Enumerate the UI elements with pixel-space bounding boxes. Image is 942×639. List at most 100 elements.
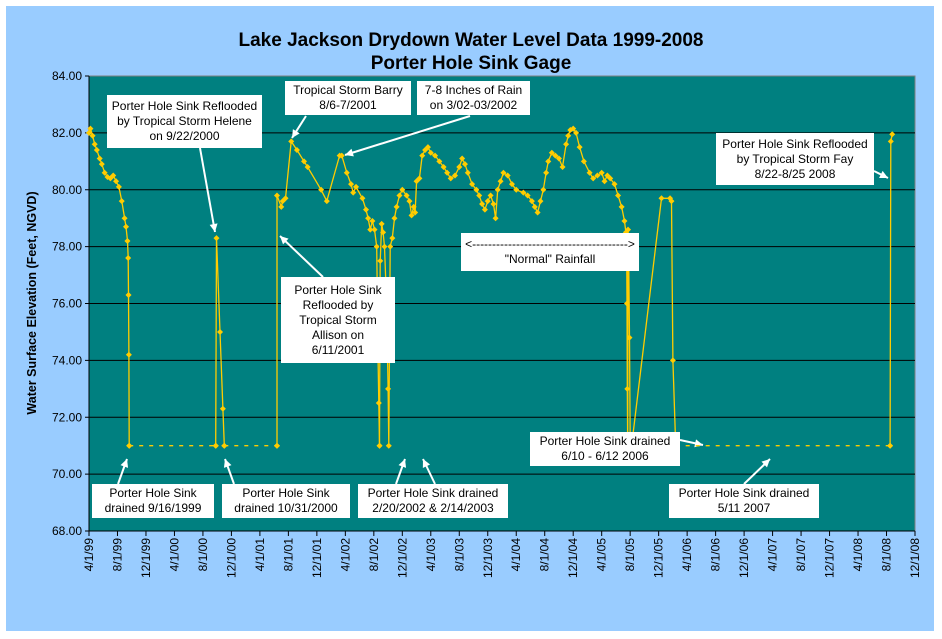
data-point <box>497 178 504 185</box>
data-point <box>487 192 494 199</box>
data-point <box>389 235 396 242</box>
data-point <box>464 169 471 176</box>
annotation-allison: Porter Hole Sink Reflooded by Tropical S… <box>281 277 395 363</box>
x-tick-label: 12/1/07 <box>823 538 837 578</box>
gridlines <box>89 132 915 475</box>
arrow-head <box>280 236 289 245</box>
arrow-head <box>223 459 232 468</box>
data-point <box>586 169 593 176</box>
data-point <box>623 300 630 307</box>
x-tick-label: 4/1/04 <box>509 538 523 572</box>
data-point <box>461 161 468 168</box>
data-point <box>408 212 415 219</box>
data-point <box>93 146 100 153</box>
data-point <box>403 192 410 199</box>
y-tick-label: 80.00 <box>52 183 82 197</box>
data-point <box>378 220 385 227</box>
data-point <box>219 405 226 412</box>
y-axis: 68.00 70.00 72.00 74.00 76.00 78.00 80.00 82.00… <box>52 69 90 538</box>
data-point <box>573 129 580 136</box>
x-tick-label: 4/1/99 <box>82 538 96 572</box>
data-point <box>385 385 392 392</box>
data-point <box>537 198 544 205</box>
data-point <box>481 206 488 213</box>
data-point <box>380 229 387 236</box>
x-tick-label: 12/1/05 <box>652 538 666 578</box>
data-point <box>447 175 454 182</box>
data-point <box>115 183 122 190</box>
data-point <box>385 442 392 449</box>
data-point <box>304 164 311 170</box>
data-point <box>668 198 675 205</box>
annotation-barry: Tropical Storm Barry 8/6-7/2001 <box>285 81 411 115</box>
data-point <box>570 125 577 132</box>
x-tick-label: 8/1/01 <box>281 538 295 572</box>
x-tick-label: 12/1/02 <box>395 538 409 578</box>
data-point <box>350 189 357 196</box>
data-point <box>492 215 499 222</box>
data-point <box>293 146 300 153</box>
data-point <box>594 172 601 179</box>
data-point <box>221 442 228 449</box>
data-point <box>416 175 423 182</box>
x-tick-label: 4/1/06 <box>680 538 694 572</box>
y-axis-label: Water Surface Elevation (Feet, NGVD) <box>25 191 39 414</box>
data-point <box>343 169 350 176</box>
data-point <box>555 155 562 162</box>
data-point <box>125 351 132 358</box>
data-point <box>548 149 555 156</box>
data-point <box>217 328 224 335</box>
y-tick-label: 70.00 <box>52 467 82 481</box>
x-tick-label: 8/1/99 <box>110 538 124 572</box>
data-point <box>534 209 541 216</box>
data-point <box>381 243 388 250</box>
data-point <box>508 181 515 188</box>
data-point <box>367 226 374 233</box>
data-point <box>369 218 376 225</box>
data-point <box>576 144 583 151</box>
annotation-drained-2006: Porter Hole Sink drained 6/10 - 6/12 200… <box>530 432 680 466</box>
data-point <box>213 235 220 242</box>
data-point <box>444 169 451 176</box>
data-point <box>598 169 605 176</box>
data-point <box>273 442 280 449</box>
chart-title: Lake Jackson Drydown Water Level Data 19… <box>238 30 703 51</box>
data-point <box>338 152 345 159</box>
data-point <box>621 218 628 225</box>
data-point <box>520 189 527 196</box>
x-tick-label: 8/1/07 <box>794 538 808 572</box>
data-point <box>125 255 132 261</box>
data-point <box>563 141 570 148</box>
arrow-head <box>209 223 218 232</box>
x-tick-label: 12/1/99 <box>139 538 153 578</box>
y-tick-label: 78.00 <box>52 240 82 254</box>
data-point <box>624 385 631 392</box>
y-tick-label: 82.00 <box>52 126 82 140</box>
data-point <box>658 195 665 202</box>
annotation-normal-rainfall: <---------------------------------------… <box>461 233 639 271</box>
data-point <box>615 192 622 199</box>
y-tick-label: 68.00 <box>52 524 82 538</box>
x-tick-label: 12/1/00 <box>224 538 238 578</box>
annotation-drained-2000: Porter Hole Sink drained 10/31/2000 <box>222 484 350 518</box>
data-point <box>456 164 463 170</box>
x-tick-label: 12/1/08 <box>908 538 922 578</box>
series-line <box>276 139 381 446</box>
x-tick-label: 8/1/00 <box>196 538 210 572</box>
x-tick-label: 4/1/05 <box>595 538 609 572</box>
chart-subtitle: Porter Hole Sink Gage <box>371 53 572 74</box>
data-point <box>89 132 96 139</box>
data-point <box>87 125 94 132</box>
data-point <box>565 132 572 139</box>
arrow-head <box>761 459 770 468</box>
data-point <box>393 203 400 210</box>
data-point <box>118 198 125 205</box>
data-point <box>479 200 486 207</box>
data-point <box>524 192 531 199</box>
data-point <box>113 178 120 185</box>
data-point <box>391 215 398 222</box>
arrow-head <box>398 459 407 468</box>
data-point <box>212 442 219 449</box>
data-point <box>427 149 434 156</box>
data-point <box>436 158 443 165</box>
